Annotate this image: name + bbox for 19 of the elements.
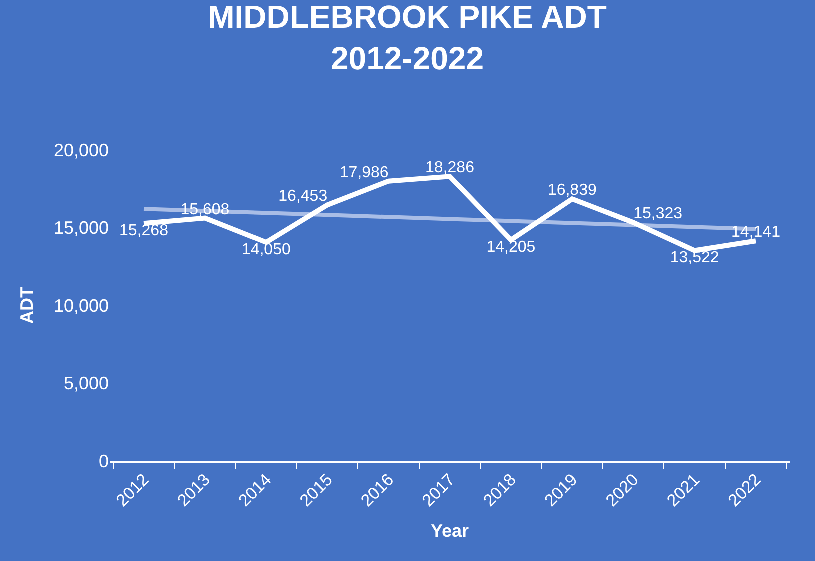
y-tick-label: 20,000 (54, 140, 109, 160)
chart-title: MIDDLEBROOK PIKE ADT 2012-2022 (208, 0, 608, 77)
y-axis-title: ADT (17, 287, 38, 324)
data-label: 15,323 (634, 206, 683, 223)
data-label: 15,608 (180, 201, 230, 218)
data-label: 14,141 (732, 224, 781, 242)
y-tick-label: 0 (98, 451, 109, 472)
y-tick-label: 15,000 (54, 218, 109, 238)
data-label: 13,522 (670, 250, 720, 267)
data-label: 18,286 (426, 160, 475, 177)
y-tick-label: 10,000 (54, 296, 109, 316)
data-label: 14,205 (486, 239, 536, 256)
x-axis-title: Year (430, 521, 470, 542)
data-label: 17,986 (340, 164, 389, 182)
data-label: 15,268 (120, 222, 169, 240)
data-label: 16,839 (548, 182, 597, 200)
data-label: 14,050 (242, 242, 291, 259)
data-label: 16,453 (278, 188, 328, 206)
y-tick-label: 5,000 (64, 374, 109, 394)
